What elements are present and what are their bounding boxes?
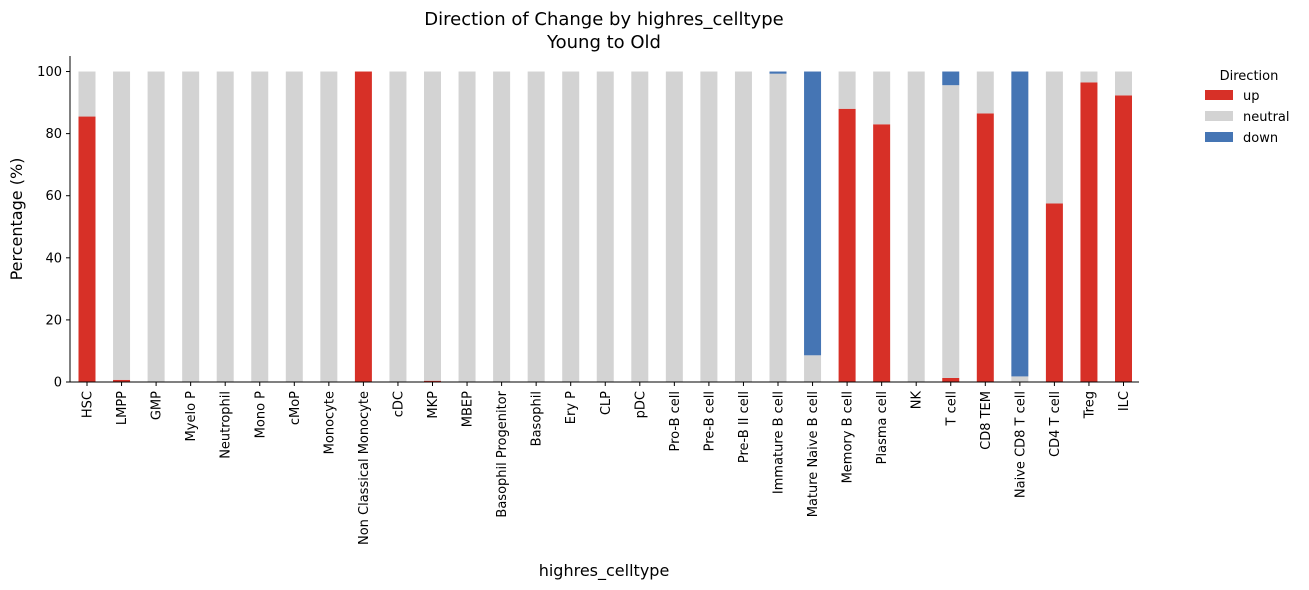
bars-layer <box>78 71 1132 383</box>
bar-segment-neutral <box>804 355 822 382</box>
x-tick-label: HSC <box>81 391 96 418</box>
x-tick-label: ILC <box>1117 391 1132 411</box>
bar-segment-down <box>942 71 960 86</box>
x-tick-label: T cell <box>944 391 959 426</box>
bar-segment-neutral <box>1011 376 1029 382</box>
bar-segment-neutral <box>182 71 200 383</box>
x-tick-label: CD8 TEM <box>979 391 994 450</box>
legend: Direction up neutral down <box>1205 69 1290 146</box>
bar-segment-neutral <box>665 71 683 383</box>
y-tick-label: 60 <box>45 189 62 204</box>
bar-segment-neutral <box>1080 71 1098 83</box>
x-tick-label: Pre-B cell <box>702 391 717 451</box>
x-tick-label: Myelo P <box>184 391 199 442</box>
axes-layer: 0 20 40 60 80 100 HSC LMPP GMP Myelo P Neutrophil M… <box>37 56 1139 545</box>
bar-segment-up <box>424 380 441 382</box>
bar-segment-up <box>354 71 372 383</box>
x-tick-label: CLP <box>599 391 614 415</box>
bar-segment-neutral <box>700 71 718 383</box>
x-tick-label: Immature B cell <box>772 391 787 494</box>
bar-segment-up <box>1115 95 1132 382</box>
bar-segment-up <box>1080 82 1098 382</box>
legend-swatch-up <box>1205 90 1233 100</box>
x-tick-label: CD4 T cell <box>1048 391 1063 457</box>
bar-segment-up <box>838 108 856 383</box>
legend-title: Direction <box>1220 69 1279 84</box>
y-tick-label: 20 <box>45 313 62 328</box>
bar-segment-down <box>1011 71 1029 377</box>
bar-segment-neutral <box>976 71 994 114</box>
x-tick-label: Naive CD8 T cell <box>1013 391 1028 498</box>
x-tick-label: Pro-B cell <box>668 391 683 452</box>
x-tick-label: Ery P <box>564 391 579 424</box>
bar-segment-neutral <box>734 71 752 383</box>
x-tick-label: Basophil Progenitor <box>495 390 510 517</box>
bar-segment-neutral <box>285 71 303 383</box>
y-tick-label: 0 <box>54 376 62 391</box>
x-tick-label: pDC <box>633 391 648 418</box>
chart-title: Direction of Change by highres_celltype <box>424 9 783 30</box>
bar-segment-neutral <box>78 71 96 117</box>
legend-label-down: down <box>1243 131 1278 146</box>
bar-segment-neutral <box>1045 71 1063 204</box>
bar-segment-neutral <box>631 71 649 383</box>
x-axis-label: highres_celltype <box>539 561 670 581</box>
x-tick-label: LMPP <box>115 391 130 425</box>
bar-segment-neutral <box>113 71 131 380</box>
bar-segment-neutral <box>493 71 511 383</box>
legend-label-up: up <box>1243 89 1260 104</box>
bar-segment-neutral <box>458 71 476 383</box>
bar-segment-down <box>804 71 822 356</box>
legend-label-neutral: neutral <box>1243 110 1290 125</box>
x-tick-label: Non Classical Monocyte <box>357 391 372 545</box>
x-tick-label: Basophil <box>530 391 545 446</box>
legend-swatch-down <box>1205 132 1233 142</box>
x-tick-label: Pre-B II cell <box>737 391 752 463</box>
x-tick-label: cDC <box>391 391 406 417</box>
bar-segment-neutral <box>424 71 441 381</box>
bar-segment-neutral <box>907 71 925 383</box>
bar-segment-up <box>873 124 891 383</box>
x-tick-label: Neutrophil <box>219 391 234 459</box>
x-tick-label: Memory B cell <box>841 391 856 483</box>
bar-segment-up <box>1045 203 1063 382</box>
x-tick-label: Mono P <box>253 391 268 438</box>
bar-segment-up <box>113 379 131 382</box>
legend-swatch-neutral <box>1205 111 1233 121</box>
x-tick-label: Treg <box>1082 391 1097 419</box>
x-tick-label: Monocyte <box>322 391 337 454</box>
bar-segment-neutral <box>596 71 614 383</box>
x-tick-label: cMoP <box>288 391 303 425</box>
x-tick-label: MKP <box>426 391 441 419</box>
bar-segment-neutral <box>320 71 338 383</box>
bar-segment-neutral <box>838 71 856 109</box>
bar-segment-neutral <box>147 71 165 383</box>
bar-segment-down <box>769 71 787 74</box>
bar-segment-neutral <box>769 73 787 382</box>
bar-segment-neutral <box>251 71 269 383</box>
x-tick-label: GMP <box>150 391 165 420</box>
y-tick-label: 80 <box>45 127 62 142</box>
y-tick-label: 40 <box>45 251 62 266</box>
x-tick-label: Mature Naive B cell <box>806 391 821 517</box>
bar-segment-neutral <box>873 71 891 125</box>
bar-segment-up <box>942 377 960 382</box>
x-tick-label: NK <box>910 391 925 410</box>
bar-segment-neutral <box>216 71 234 383</box>
bar-segment-up <box>78 116 96 383</box>
x-tick-label: Plasma cell <box>875 391 890 464</box>
chart-subtitle: Young to Old <box>546 32 661 53</box>
y-tick-label: 100 <box>37 65 62 80</box>
bar-segment-neutral <box>389 71 407 383</box>
bar-segment-up <box>976 113 994 382</box>
x-tick-label: MBEP <box>461 391 476 427</box>
bar-segment-neutral <box>527 71 545 383</box>
y-axis-label: Percentage (%) <box>7 158 26 281</box>
bar-segment-neutral <box>562 71 580 383</box>
bar-segment-neutral <box>1115 71 1132 96</box>
bar-segment-neutral <box>942 85 960 378</box>
